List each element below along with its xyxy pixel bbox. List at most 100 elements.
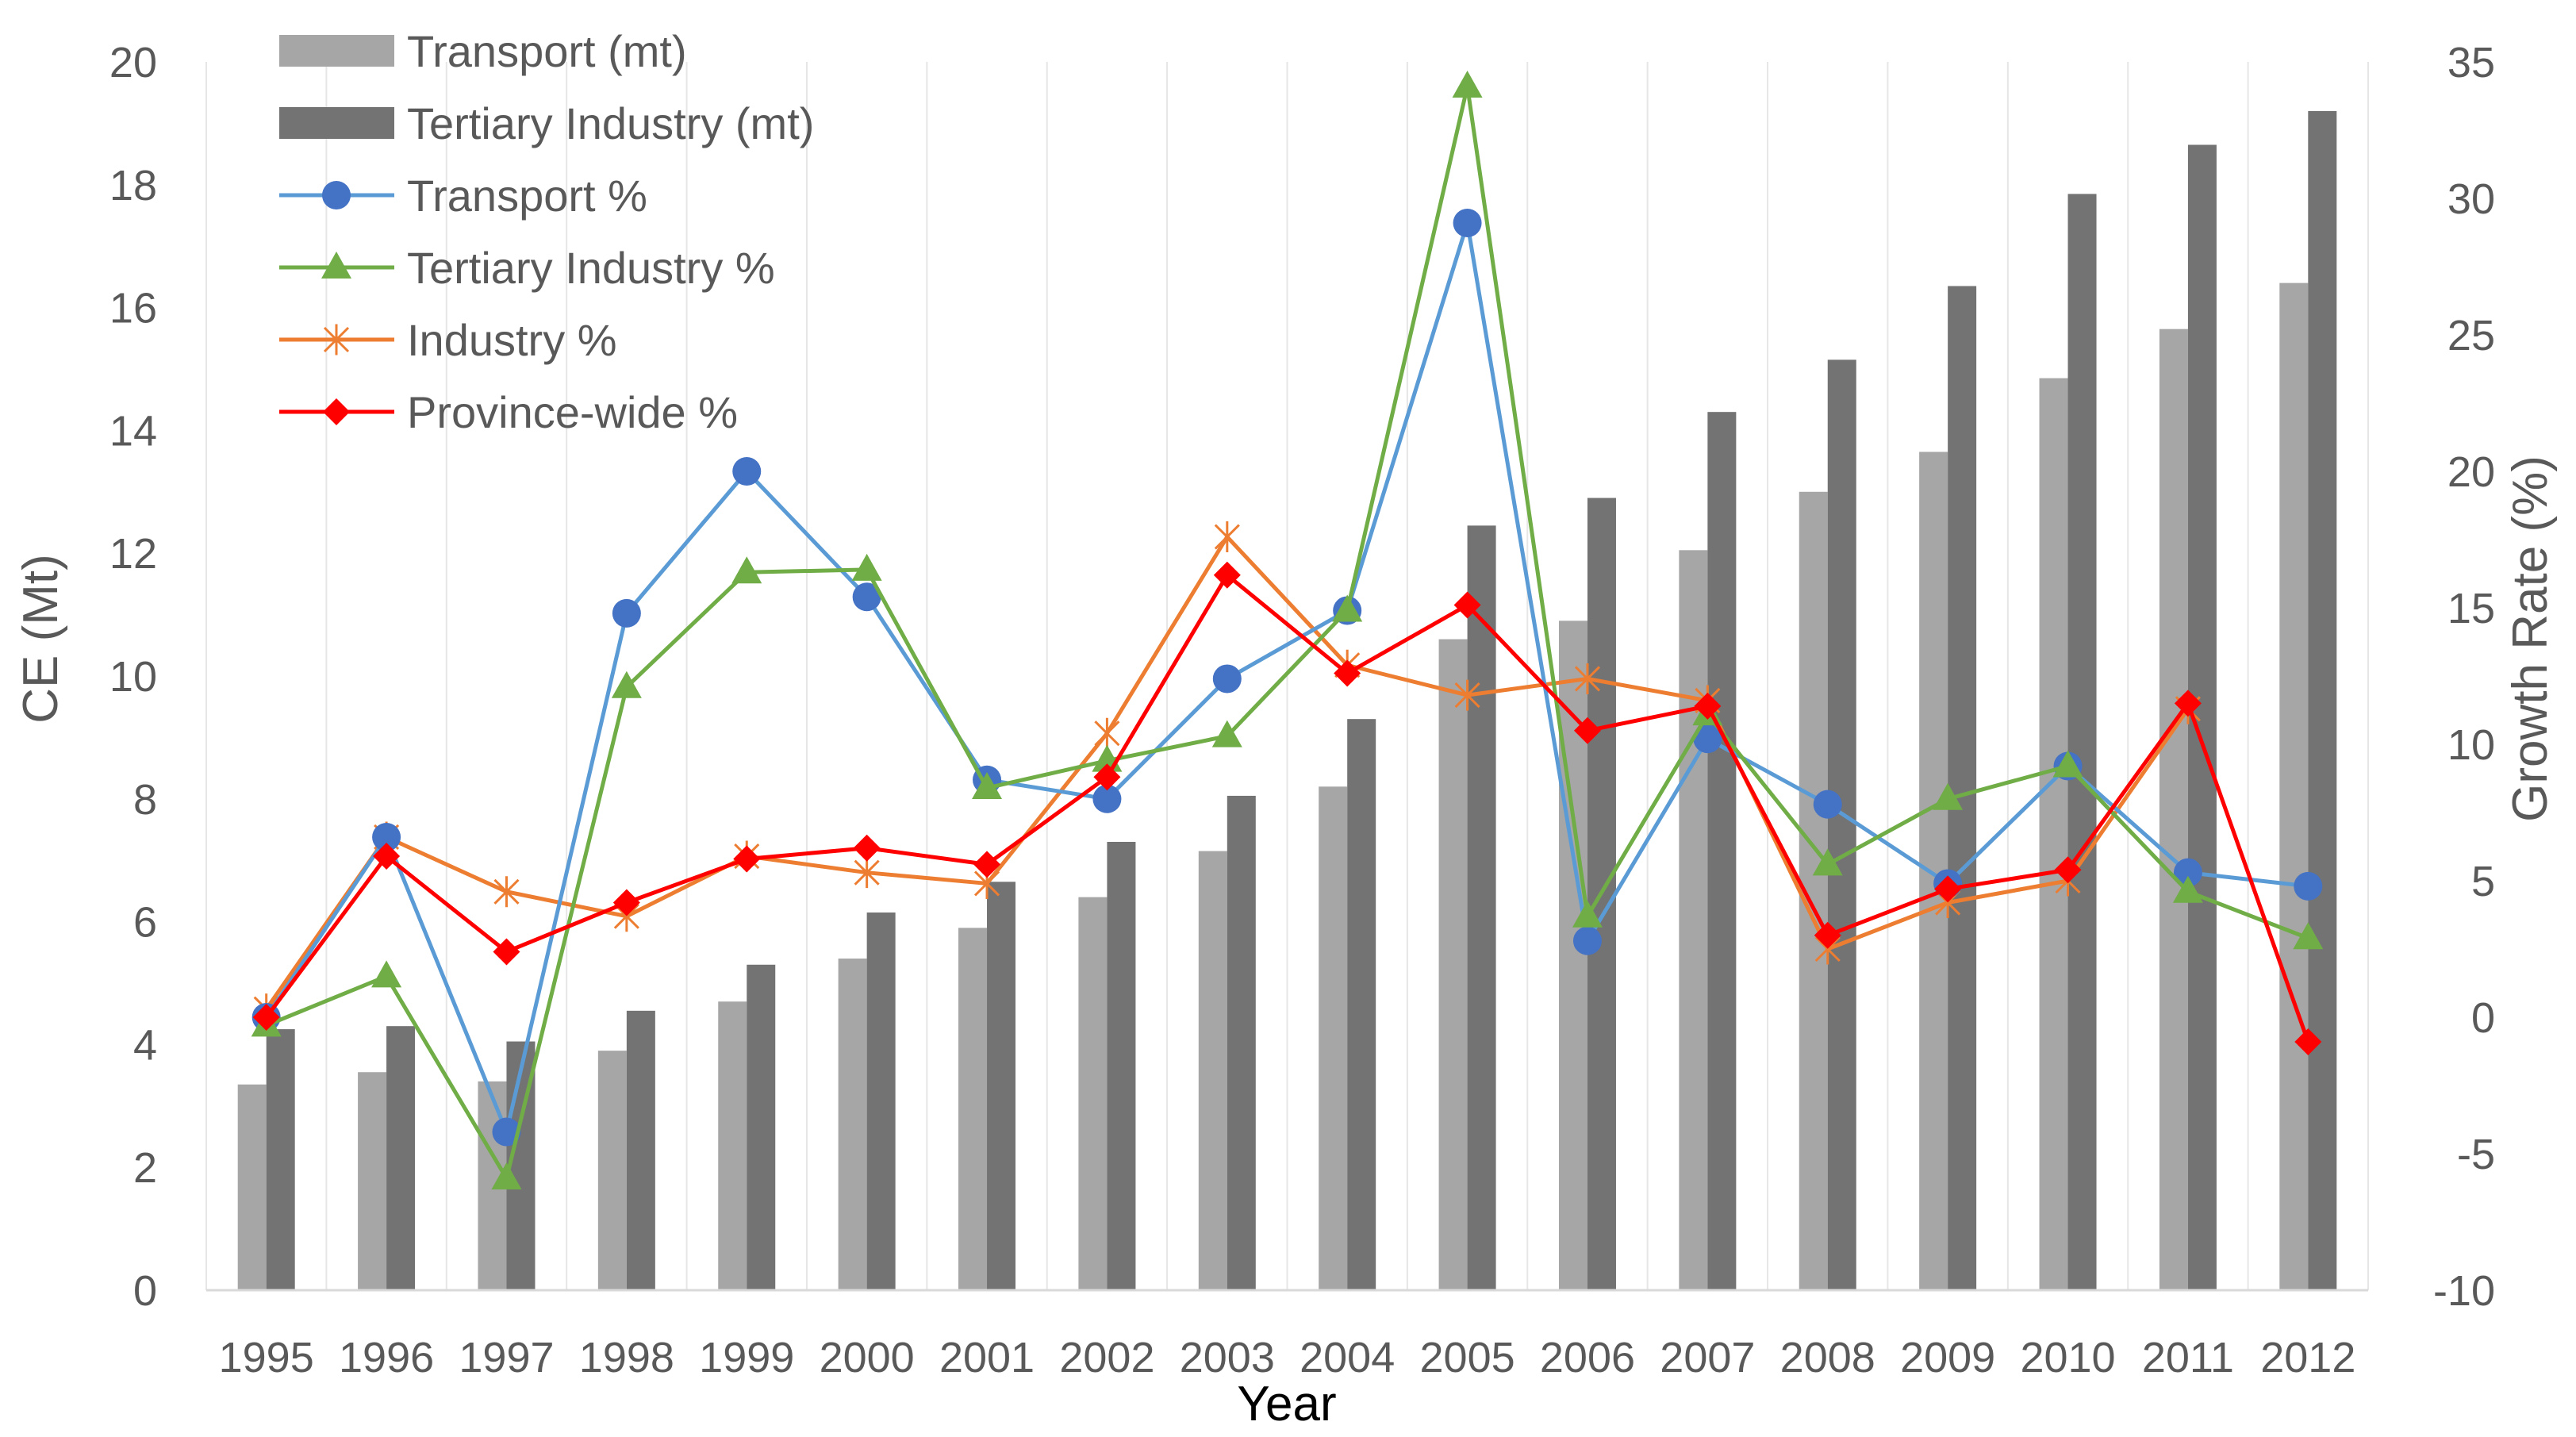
point-province-wide-2000 bbox=[853, 834, 881, 862]
legend-marker-tertiary-industry bbox=[321, 252, 351, 279]
point-province-wide-1999 bbox=[733, 845, 761, 873]
growth-lines bbox=[251, 70, 2324, 1189]
point-tertiary-industry-1998 bbox=[611, 670, 642, 698]
point-industry-2002 bbox=[1094, 717, 1120, 749]
y-tick-14: 14 bbox=[109, 407, 157, 455]
legend-label-tertiary-industry: Tertiary Industry % bbox=[407, 243, 775, 293]
point-tertiary-industry-2012 bbox=[2293, 922, 2324, 950]
point-transport-2005 bbox=[1453, 208, 1482, 237]
y2-tick--10: -10 bbox=[2433, 1267, 2495, 1315]
point-province-wide-1997 bbox=[493, 938, 520, 966]
point-transport-2003 bbox=[1212, 664, 1242, 694]
y-tick-4: 4 bbox=[133, 1021, 157, 1069]
x-tick-2004: 2004 bbox=[1300, 1334, 1395, 1381]
y-tick-0: 0 bbox=[133, 1267, 157, 1315]
bar-tertiary-1998 bbox=[626, 1010, 655, 1290]
point-province-wide-2003 bbox=[1213, 561, 1241, 589]
line-transport bbox=[264, 221, 2309, 1134]
point-industry-2003 bbox=[1214, 521, 1240, 553]
line-tertiary-industry bbox=[265, 84, 2309, 1181]
point-tertiary-industry-2010 bbox=[2052, 750, 2083, 778]
bar-tertiary-2008 bbox=[1827, 359, 1856, 1290]
point-province-wide-2007 bbox=[1694, 692, 1722, 720]
bar-tertiary-2012 bbox=[2308, 110, 2337, 1290]
point-transport-2012 bbox=[2294, 871, 2323, 901]
x-tick-1996: 1996 bbox=[339, 1334, 434, 1381]
bar-tertiary-2000 bbox=[866, 912, 896, 1290]
bar-transport-2004 bbox=[1319, 786, 1348, 1290]
x-tick-1999: 1999 bbox=[699, 1334, 794, 1381]
bar-tertiary-2002 bbox=[1107, 841, 1136, 1290]
point-tertiary-industry-2003 bbox=[1211, 720, 1242, 747]
point-tertiary-industry-2011 bbox=[2172, 875, 2203, 903]
y2-tick-0: 0 bbox=[2471, 994, 2495, 1042]
point-tertiary-industry-2005 bbox=[1452, 70, 1483, 98]
x-tick-2001: 2001 bbox=[939, 1334, 1035, 1381]
x-tick-2009: 2009 bbox=[1900, 1334, 1995, 1381]
x-tick-2000: 2000 bbox=[820, 1334, 915, 1381]
x-tick-2008: 2008 bbox=[1780, 1334, 1875, 1381]
bar-transport-2000 bbox=[838, 959, 867, 1290]
x-tick-1997: 1997 bbox=[459, 1334, 554, 1381]
point-industry-2005 bbox=[1454, 679, 1480, 711]
point-industry-2006 bbox=[1574, 663, 1601, 694]
y-tick-8: 8 bbox=[133, 776, 157, 824]
legend-swatch-tertiary-industry-mt bbox=[279, 107, 394, 139]
point-province-wide-2005 bbox=[1453, 591, 1481, 619]
point-tertiary-industry-2006 bbox=[1572, 900, 1603, 928]
y2-tick-30: 30 bbox=[2447, 175, 2495, 223]
y2-tick--5: -5 bbox=[2457, 1131, 2495, 1178]
x-tick-2006: 2006 bbox=[1540, 1334, 1635, 1381]
y2-tick-15: 15 bbox=[2447, 585, 2495, 632]
y-tick-6: 6 bbox=[133, 899, 157, 947]
x-tick-2012: 2012 bbox=[2260, 1334, 2355, 1381]
x-tick-2002: 2002 bbox=[1059, 1334, 1154, 1381]
bar-tertiary-2001 bbox=[987, 882, 1016, 1290]
point-transport-2000 bbox=[852, 582, 881, 612]
legend-label-transport: Transport % bbox=[407, 171, 647, 221]
legend-label-industry: Industry % bbox=[407, 315, 617, 365]
point-province-wide-1995 bbox=[252, 1004, 280, 1031]
bar-tertiary-1999 bbox=[747, 964, 776, 1290]
y-tick-16: 16 bbox=[109, 285, 157, 332]
y2-tick-35: 35 bbox=[2447, 39, 2495, 86]
point-province-wide-2010 bbox=[2054, 856, 2082, 884]
bar-transport-2002 bbox=[1078, 897, 1108, 1290]
point-industry-2000 bbox=[854, 857, 880, 889]
x-axis-ticks: 1995 1996 1997 1998 1999 2000 2001 2002 2003 2004… bbox=[219, 1334, 2356, 1381]
y-tick-12: 12 bbox=[109, 530, 157, 578]
y2-tick-10: 10 bbox=[2447, 721, 2495, 769]
bar-tertiary-1996 bbox=[386, 1026, 416, 1290]
point-province-wide-2009 bbox=[1934, 875, 1962, 903]
bar-tertiary-2009 bbox=[1948, 286, 1977, 1290]
point-transport-2007 bbox=[1693, 724, 1722, 754]
bars bbox=[237, 110, 2337, 1291]
point-province-wide-1996 bbox=[373, 843, 401, 870]
y-tick-2: 2 bbox=[133, 1144, 157, 1192]
y-tick-10: 10 bbox=[109, 653, 157, 701]
bar-tertiary-2007 bbox=[1707, 412, 1737, 1291]
legend-marker-industry bbox=[323, 324, 350, 355]
y2-tick-20: 20 bbox=[2447, 448, 2495, 496]
bar-transport-1996 bbox=[358, 1072, 387, 1290]
point-province-wide-2002 bbox=[1093, 763, 1121, 791]
point-tertiary-industry-2004 bbox=[1332, 594, 1363, 622]
point-province-wide-2008 bbox=[1814, 921, 1841, 949]
x-tick-2010: 2010 bbox=[2020, 1334, 2115, 1381]
point-tertiary-industry-1999 bbox=[731, 556, 762, 584]
point-tertiary-industry-2000 bbox=[851, 553, 882, 581]
point-industry-1997 bbox=[493, 876, 520, 908]
y-tick-20: 20 bbox=[109, 39, 157, 86]
legend-label-province-wide: Province-wide % bbox=[407, 387, 738, 437]
line-province-wide bbox=[264, 573, 2310, 1043]
y2-axis-title: Growth Rate (%) bbox=[2503, 455, 2558, 822]
bar-transport-1995 bbox=[237, 1084, 267, 1290]
bar-transport-2005 bbox=[1438, 639, 1468, 1290]
bar-tertiary-2005 bbox=[1467, 525, 1496, 1290]
point-province-wide-2012 bbox=[2294, 1028, 2322, 1055]
point-province-wide-2004 bbox=[1334, 659, 1361, 687]
legend-label-tertiary-industry-mt: Tertiary Industry (mt) bbox=[407, 98, 814, 148]
legend-marker-province-wide bbox=[323, 398, 350, 425]
right-axis-ticks: -10 -5 0 5 10 15 20 25 30 35 bbox=[2433, 39, 2495, 1315]
